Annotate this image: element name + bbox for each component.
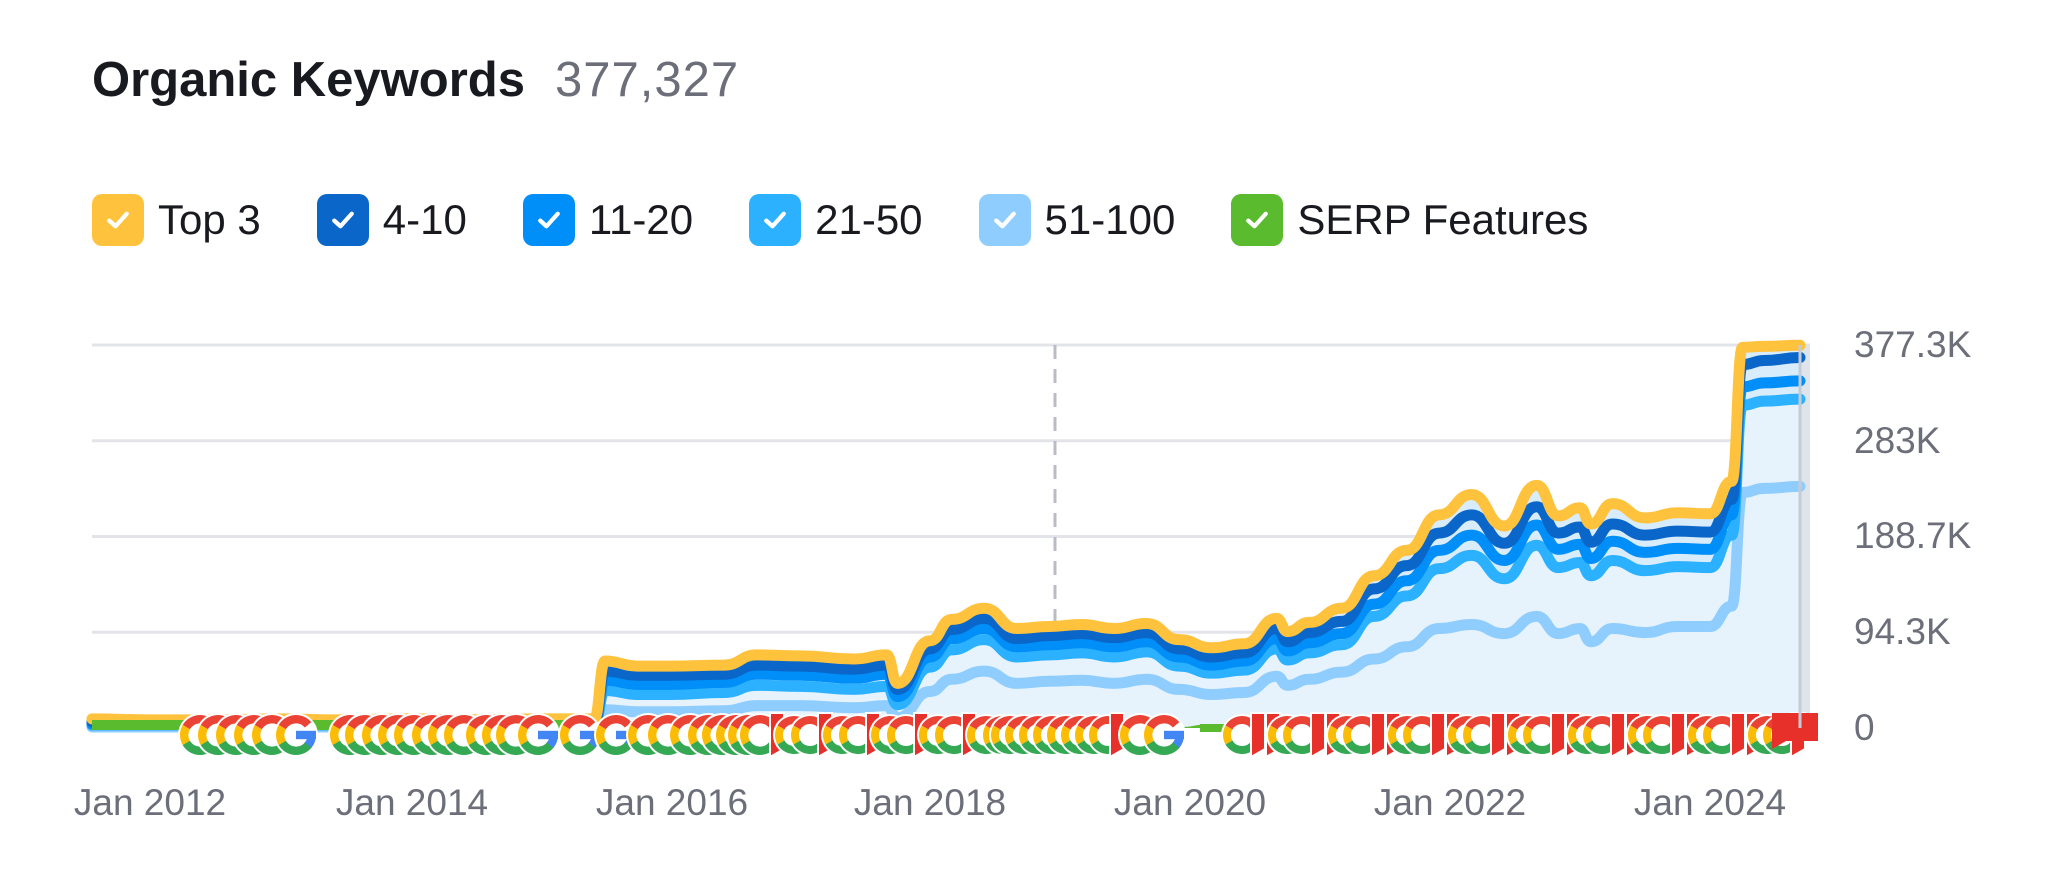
legend-item-top-3[interactable]: Top 3 [92, 194, 261, 246]
widget-title: Organic Keywords [92, 53, 525, 107]
checkmark-icon [1246, 211, 1269, 229]
legend-checkbox[interactable] [749, 194, 802, 246]
legend-label: Top 3 [158, 196, 261, 243]
checkmark-icon [764, 211, 786, 229]
x-axis-tick-label: Jan 2012 [73, 782, 227, 823]
checkmark-icon [993, 211, 1016, 229]
google-g-icon[interactable] [558, 713, 602, 757]
widget-header: Organic Keywords 377,327 [92, 52, 739, 108]
y-axis-tick-label: 188.7K [1854, 515, 1972, 557]
legend-label: SERP Features [1297, 196, 1589, 243]
x-axis-tick-label: Jan 2022 [1373, 782, 1527, 823]
red-flag-marker[interactable] [1250, 712, 1266, 759]
legend-checkbox[interactable] [978, 194, 1031, 246]
x-axis-tick-label: Jan 2016 [595, 782, 749, 823]
google-g-icon[interactable] [516, 713, 560, 757]
keywords-area-fill [92, 345, 1800, 728]
legend-item-21-50[interactable]: 21-50 [749, 194, 923, 246]
red-flag-marker[interactable] [1670, 712, 1686, 759]
legend-item-4-10[interactable]: 4-10 [316, 194, 467, 246]
red-flag-marker[interactable] [1310, 712, 1326, 759]
y-axis-tick-label: 377.3K [1854, 324, 1972, 365]
legend-item-51-100[interactable]: 51-100 [978, 194, 1176, 246]
legend-label: 21-50 [815, 196, 923, 243]
x-axis-tick-label: Jan 2014 [335, 782, 489, 823]
x-axis-tick-label: Jan 2018 [853, 782, 1007, 823]
x-axis-tick-label: Jan 2024 [1633, 782, 1787, 823]
google-g-icon[interactable] [274, 713, 318, 757]
legend-checkbox[interactable] [316, 194, 369, 246]
checkmark-icon [537, 211, 560, 229]
red-flag-marker[interactable] [1772, 713, 1818, 749]
chart-legend: Top 3 4-10 11-20 21-50 51-100 SERP Features [92, 194, 1644, 246]
legend-label: 51-100 [1044, 196, 1176, 243]
serp-baseline-strip [1200, 724, 1240, 732]
red-flag-marker[interactable] [1430, 712, 1446, 759]
legend-checkbox[interactable] [92, 194, 144, 246]
red-flag-marker[interactable] [1490, 712, 1506, 759]
legend-checkbox[interactable] [1231, 194, 1284, 246]
checkmark-icon [331, 211, 354, 229]
legend-label: 4-10 [382, 196, 467, 243]
legend-label: 11-20 [588, 196, 694, 243]
y-axis-tick-label: 94.3K [1854, 611, 1951, 653]
total-keywords-count: 377,327 [554, 53, 740, 107]
x-axis-tick-label: Jan 2020 [1113, 782, 1267, 823]
google-g-icon[interactable] [1142, 713, 1186, 757]
legend-checkbox[interactable] [522, 194, 575, 246]
red-flag-marker[interactable] [1370, 712, 1386, 759]
legend-item-serp-features[interactable]: SERP Features [1231, 194, 1588, 246]
legend-item-11-20[interactable]: 11-20 [522, 194, 694, 246]
red-flag-marker[interactable] [1610, 712, 1626, 759]
red-flag-marker[interactable] [1730, 712, 1746, 759]
y-axis-tick-label: 0 [1854, 707, 1875, 748]
y-axis-tick-label: 283K [1854, 419, 1941, 461]
google-update-markers[interactable] [178, 712, 1818, 759]
checkmark-icon [107, 211, 129, 229]
red-flag-marker[interactable] [1550, 712, 1566, 759]
